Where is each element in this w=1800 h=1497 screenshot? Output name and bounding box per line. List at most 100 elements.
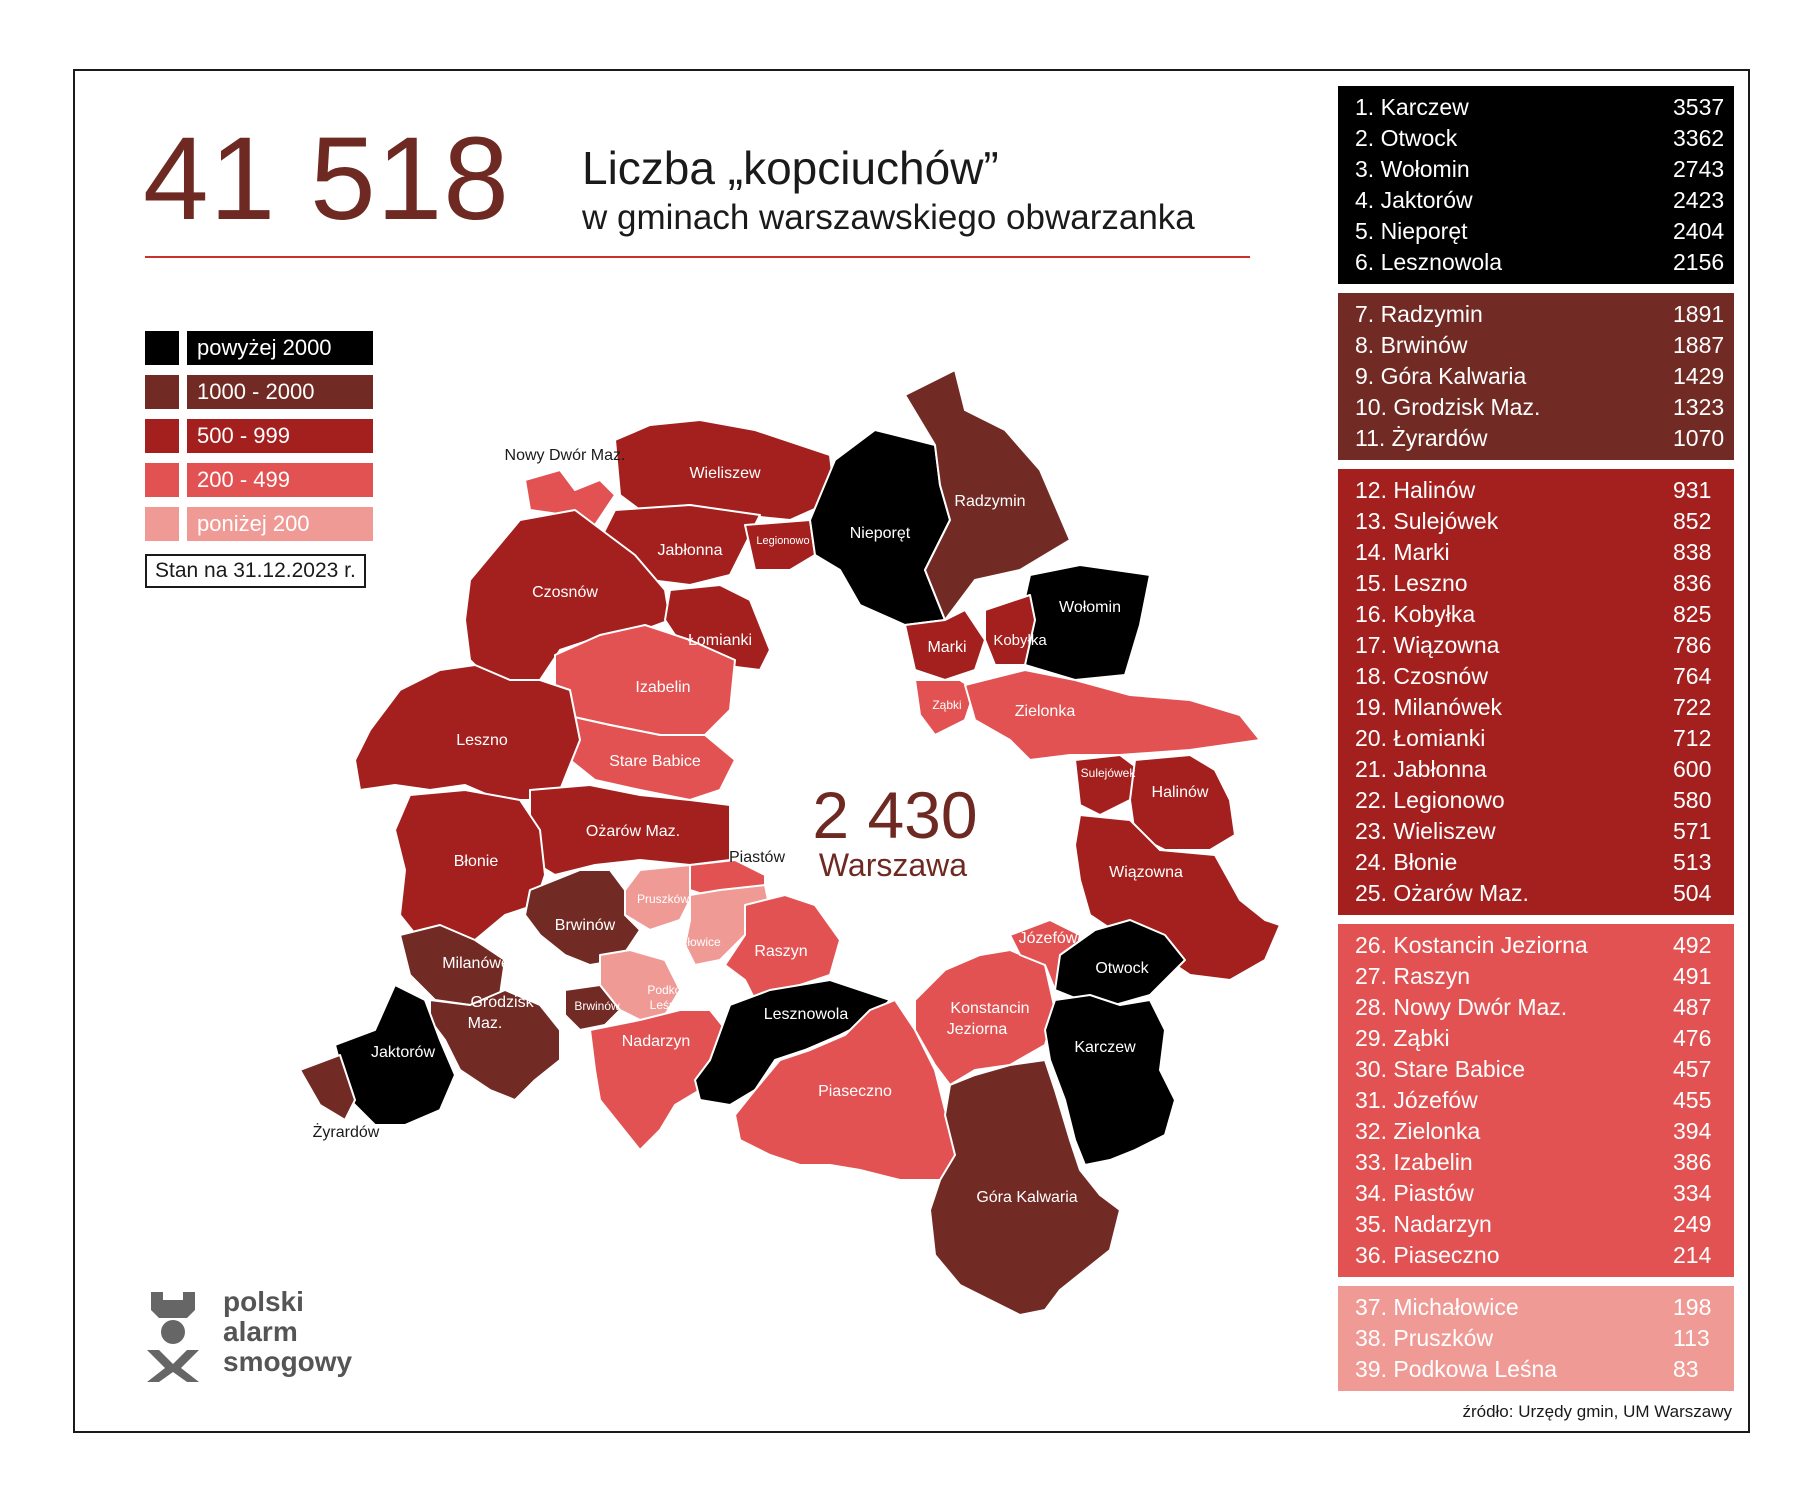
ranking-value: 249 <box>1673 1211 1712 1237</box>
map-label-stare-babice: Stare Babice <box>609 753 701 770</box>
ranking-name: 25. Ożarów Maz. <box>1355 880 1529 906</box>
map-label-izabelin: Izabelin <box>635 679 690 696</box>
ranking-name: 34. Piastów <box>1355 1180 1474 1206</box>
map-label-otwock: Otwock <box>1095 960 1149 977</box>
ranking-value: 931 <box>1673 477 1712 503</box>
map-label-grodzisk-1: Grodzisk <box>470 994 534 1011</box>
ranking-name: 8. Brwinów <box>1355 332 1468 358</box>
ranking-group-4: 26. Kostancin Jeziorna 492 27. Raszyn 491 28… <box>1338 924 1734 1277</box>
ranking-row: 35. Nadarzyn 249 <box>1355 1209 1714 1240</box>
ranking-row: 24. Błonie 513 <box>1355 847 1714 878</box>
ranking-row: 15. Leszno 836 <box>1355 568 1714 599</box>
ranking-row: 37. Michałowice 198 <box>1355 1292 1714 1323</box>
ranking-value: 3537 <box>1673 94 1725 120</box>
map-label-kobylka: Kobyłka <box>993 632 1047 649</box>
ranking-value: 334 <box>1673 1180 1712 1206</box>
ranking-name: 5. Nieporęt <box>1355 218 1468 244</box>
ranking-name: 30. Stare Babice <box>1355 1056 1526 1082</box>
ranking-value: 476 <box>1673 1025 1712 1051</box>
ranking-value: 836 <box>1673 570 1712 596</box>
legend-swatch <box>145 419 179 453</box>
ranking-row: 36. Piaseczno 214 <box>1355 1240 1714 1271</box>
ranking-group-5: 37. Michałowice 198 38. Pruszków 113 39. Pod… <box>1338 1286 1734 1391</box>
map-label-ozarow: Ożarów Maz. <box>586 823 680 840</box>
ranking-value: 712 <box>1673 725 1712 751</box>
ranking-row: 19. Milanówek 722 <box>1355 692 1714 723</box>
map-label-marki: Marki <box>927 639 966 656</box>
polski-alarm-smogowy-logo-icon <box>147 1292 199 1382</box>
ranking-name: 38. Pruszków <box>1355 1325 1494 1351</box>
ranking-value: 764 <box>1673 663 1712 689</box>
region-nowy-dwor <box>524 469 616 526</box>
ranking-value: 2156 <box>1673 249 1725 275</box>
map-label-nieporet: Nieporęt <box>850 525 911 542</box>
legend-swatch <box>145 463 179 497</box>
page-title: Liczba „kopciuchów” <box>582 142 999 194</box>
ranking-row: 7. Radzymin 1891 <box>1355 299 1724 330</box>
region-wieliszew <box>614 419 836 521</box>
ranking-name: 6. Lesznowola <box>1355 249 1503 275</box>
ranking-row: 25. Ożarów Maz. 504 <box>1355 878 1714 909</box>
ranking-value: 113 <box>1673 1325 1710 1351</box>
ranking-row: 31. Józefów 455 <box>1355 1085 1714 1116</box>
ranking-row: 14. Marki 838 <box>1355 537 1714 568</box>
ranking-value: 786 <box>1673 632 1712 658</box>
map-label-halinow: Halinów <box>1152 784 1209 801</box>
map-label-legionowo: Legionowo <box>756 535 809 547</box>
map-label-wolomin: Wołomin <box>1059 599 1121 616</box>
map-label-jozefow: Józefów <box>1019 930 1078 947</box>
ranking-name: 21. Jabłonna <box>1355 756 1487 782</box>
map-label-brwinow: Brwinów <box>555 917 616 934</box>
ranking-value: 2423 <box>1673 187 1725 213</box>
region-otwock <box>1054 919 1186 1006</box>
ranking-value: 3362 <box>1673 125 1725 151</box>
ranking-row: 22. Legionowo 580 <box>1355 785 1714 816</box>
ranking-name: 27. Raszyn <box>1355 963 1471 989</box>
ranking-name: 36. Piaseczno <box>1355 1242 1500 1268</box>
map-label-radzymin: Radzymin <box>954 493 1025 510</box>
ranking-row: 4. Jaktorów 2423 <box>1355 185 1724 216</box>
region-wolomin <box>1019 564 1151 681</box>
ranking-value: 513 <box>1673 849 1712 875</box>
ranking-value: 2743 <box>1673 156 1725 182</box>
ranking-name: 32. Zielonka <box>1355 1118 1481 1144</box>
ranking-row: 23. Wieliszew 571 <box>1355 816 1714 847</box>
ranking-value: 1429 <box>1673 363 1725 389</box>
ranking-value: 491 <box>1673 963 1712 989</box>
ranking-name: 20. Łomianki <box>1355 725 1486 751</box>
logo: polski alarm smogowy <box>145 1287 352 1387</box>
ranking-name: 23. Wieliszew <box>1355 818 1496 844</box>
logo-text: polski alarm smogowy <box>223 1287 352 1377</box>
ranking-name: 9. Góra Kalwaria <box>1355 363 1527 389</box>
ranking-row: 33. Izabelin 386 <box>1355 1147 1714 1178</box>
ranking-name: 15. Leszno <box>1355 570 1468 596</box>
logo-line-3: smogowy <box>223 1346 353 1377</box>
ranking-row: 9. Góra Kalwaria 1429 <box>1355 361 1724 392</box>
map-label-gora-kalwaria: Góra Kalwaria <box>976 1189 1077 1206</box>
region-grodzisk <box>429 989 561 1101</box>
ranking-name: 26. Kostancin Jeziorna <box>1355 932 1588 958</box>
ranking-row: 11. Żyrardów 1070 <box>1355 423 1724 454</box>
ranking-row: 5. Nieporęt 2404 <box>1355 216 1724 247</box>
region-wiazowna <box>1074 814 1281 981</box>
ranking-row: 27. Raszyn 491 <box>1355 961 1714 992</box>
map-label-piaseczno: Piaseczno <box>818 1083 892 1100</box>
ranking-name: 18. Czosnów <box>1355 663 1488 689</box>
map-label-pruszkow: Pruszków <box>637 892 689 906</box>
region-zabki <box>914 679 976 736</box>
map-label-podkowa-2: Leśna <box>650 998 683 1012</box>
ranking-value: 83 <box>1673 1356 1699 1382</box>
ranking-name: 1. Karczew <box>1355 94 1469 120</box>
ranking-name: 22. Legionowo <box>1355 787 1505 813</box>
legend-label: 1000 - 2000 <box>187 375 373 409</box>
region-karczew <box>1044 994 1176 1166</box>
ranking-name: 28. Nowy Dwór Maz. <box>1355 994 1568 1020</box>
ranking-name: 11. Żyrardów <box>1355 425 1488 451</box>
total-count: 41 518 <box>143 113 510 245</box>
ranking-row: 38. Pruszków 113 <box>1355 1323 1714 1354</box>
map-label-czosnow: Czosnów <box>532 584 598 601</box>
ranking-value: 198 <box>1673 1294 1712 1320</box>
ranking-name: 16. Kobyłka <box>1355 601 1476 627</box>
map-label-jablonna: Jabłonna <box>658 542 723 559</box>
ranking-value: 2404 <box>1673 218 1725 244</box>
